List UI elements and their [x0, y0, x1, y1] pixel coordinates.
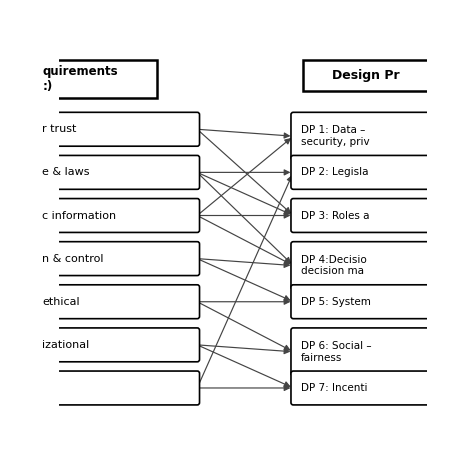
FancyBboxPatch shape: [291, 155, 457, 189]
FancyBboxPatch shape: [34, 112, 200, 146]
FancyBboxPatch shape: [302, 60, 428, 91]
FancyBboxPatch shape: [34, 242, 200, 275]
Text: DP 6: Social –
fairness: DP 6: Social – fairness: [301, 341, 372, 363]
FancyBboxPatch shape: [34, 371, 200, 405]
Text: izational: izational: [42, 340, 90, 350]
Text: DP 7: Incenti: DP 7: Incenti: [301, 383, 367, 393]
Text: quirements
:): quirements :): [42, 65, 118, 93]
Text: DP 5: System: DP 5: System: [301, 297, 371, 307]
FancyBboxPatch shape: [34, 328, 200, 362]
FancyBboxPatch shape: [291, 242, 457, 290]
Text: DP 2: Legisla: DP 2: Legisla: [301, 167, 369, 177]
Text: DP 1: Data –
security, priv: DP 1: Data – security, priv: [301, 126, 370, 147]
Text: e & laws: e & laws: [42, 167, 90, 177]
FancyBboxPatch shape: [34, 285, 200, 319]
Text: n & control: n & control: [42, 254, 104, 264]
Text: Design Pr: Design Pr: [331, 69, 399, 82]
Text: DP 3: Roles a: DP 3: Roles a: [301, 210, 370, 220]
FancyBboxPatch shape: [291, 199, 457, 232]
Text: ethical: ethical: [42, 297, 80, 307]
Text: r trust: r trust: [42, 124, 77, 134]
FancyBboxPatch shape: [291, 285, 457, 319]
FancyBboxPatch shape: [35, 60, 157, 99]
FancyBboxPatch shape: [291, 112, 457, 160]
FancyBboxPatch shape: [34, 155, 200, 189]
Text: c information: c information: [42, 210, 116, 220]
FancyBboxPatch shape: [34, 199, 200, 232]
FancyBboxPatch shape: [291, 371, 457, 405]
FancyBboxPatch shape: [291, 328, 457, 376]
Text: DP 4:Decisio
decision ma: DP 4:Decisio decision ma: [301, 255, 367, 276]
